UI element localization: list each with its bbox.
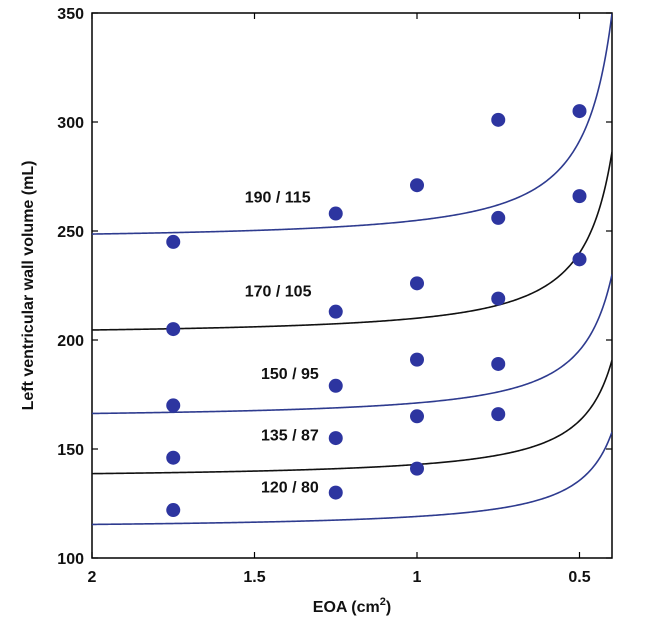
data-point-3-2 xyxy=(410,409,424,424)
x-axis-ticks: 2 1.5 1 0.5 xyxy=(88,13,591,586)
data-point-1-3 xyxy=(491,210,506,225)
x-tick-label-1: 1.5 xyxy=(243,569,265,586)
data-point-1-2 xyxy=(410,276,424,291)
data-point-3-3 xyxy=(491,356,506,371)
curves-group xyxy=(92,13,612,526)
data-point-4-0 xyxy=(166,503,181,518)
curve-line-3 xyxy=(92,359,612,475)
data-point-0-0 xyxy=(166,234,181,249)
curve-line-4 xyxy=(92,431,612,526)
curve-label-3: 135 / 87 xyxy=(261,427,319,444)
x-axis-title-sup: 2 xyxy=(380,596,386,608)
data-point-4-2 xyxy=(410,461,424,476)
x-axis-title: EOA (cm2) xyxy=(313,596,391,616)
points-group xyxy=(166,104,587,518)
data-point-2-3 xyxy=(491,291,506,306)
y-tick-label-3: 250 xyxy=(57,224,84,241)
data-point-0-4 xyxy=(572,104,587,119)
data-point-1-1 xyxy=(328,304,343,319)
plot-frame xyxy=(91,12,613,559)
data-point-4-3 xyxy=(491,407,506,422)
data-point-2-4 xyxy=(572,252,587,267)
curve-line-2 xyxy=(92,274,612,415)
data-point-1-0 xyxy=(166,322,181,337)
y-axis-title: Left ventricular wall volume (mL) xyxy=(20,161,37,411)
y-tick-label-2: 200 xyxy=(57,333,84,350)
curve-label-2: 150 / 95 xyxy=(261,366,319,383)
y-tick-label-5: 350 xyxy=(57,6,84,23)
data-point-3-1 xyxy=(328,431,343,446)
curve-label-1: 170 / 105 xyxy=(245,283,312,300)
y-tick-label-0: 100 xyxy=(57,551,84,568)
y-tick-label-1: 150 xyxy=(57,442,84,459)
curve-labels-group: 190 / 115 170 / 105 150 / 95 135 / 87 120 / … xyxy=(245,190,319,497)
data-point-0-3 xyxy=(491,112,506,127)
curve-label-4: 120 / 80 xyxy=(261,480,319,497)
data-point-0-1 xyxy=(328,206,343,221)
curve-line-0 xyxy=(92,13,612,235)
x-tick-label-3: 0.5 xyxy=(568,569,590,586)
data-point-3-0 xyxy=(166,450,181,465)
data-point-2-2 xyxy=(410,352,424,367)
y-tick-label-4: 300 xyxy=(57,115,84,132)
y-axis-ticks: 100 150 200 250 300 350 xyxy=(57,6,612,568)
data-point-0-2 xyxy=(410,178,424,193)
data-point-2-0 xyxy=(166,398,181,413)
data-point-4-1 xyxy=(328,485,343,500)
x-tick-label-0: 2 xyxy=(88,569,97,586)
data-point-2-1 xyxy=(328,378,343,393)
curve-label-0: 190 / 115 xyxy=(245,190,311,207)
data-point-1-4 xyxy=(572,189,587,204)
x-tick-label-2: 1 xyxy=(413,569,422,586)
plot-area xyxy=(91,12,613,559)
x-axis-title-end: ) xyxy=(386,599,391,616)
x-axis-title-main: EOA (cm xyxy=(313,599,380,616)
